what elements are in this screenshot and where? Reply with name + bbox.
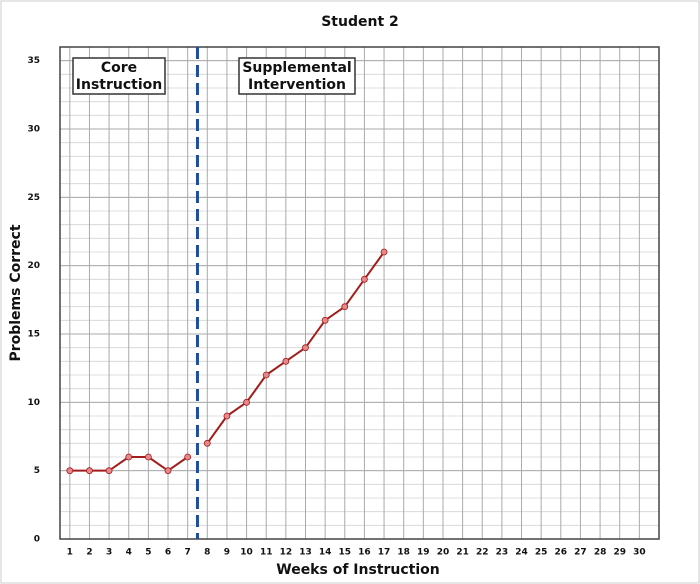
x-tick-label: 8 [204,548,210,558]
x-tick-label: 26 [555,548,568,558]
x-tick-label: 1 [67,548,73,558]
y-tick-label: 25 [27,193,40,203]
phase-label: Intervention [248,77,346,93]
x-tick-label: 3 [106,548,112,558]
y-tick-label: 0 [34,535,40,545]
phase-label-box [238,57,356,95]
plot-border [59,46,660,540]
data-point [341,303,349,311]
y-tick-label: 15 [27,330,40,340]
phase-label: Instruction [76,77,162,93]
data-point [125,453,133,461]
data-point [380,248,388,256]
phase-label: Core [101,60,137,76]
y-axis-label: Problems Correct [8,224,24,361]
x-tick-label: 6 [165,548,171,558]
data-point [262,371,270,379]
x-tick-label: 17 [378,548,391,558]
data-point [282,357,290,365]
x-tick-label: 5 [145,548,151,558]
x-tick-label: 11 [260,548,273,558]
data-point [203,439,211,447]
x-tick-label: 21 [456,548,469,558]
data-point [223,412,231,420]
y-tick-label: 20 [27,261,40,271]
x-tick-label: 12 [280,548,293,558]
x-tick-label: 29 [613,548,626,558]
y-tick-label: 35 [27,56,40,66]
y-tick-label: 30 [27,125,40,135]
x-tick-label: 30 [633,548,646,558]
x-tick-label: 20 [437,548,450,558]
data-line [206,251,385,444]
x-tick-label: 13 [299,548,312,558]
x-tick-label: 24 [515,548,528,558]
phase-label-box [72,57,166,95]
data-point [243,398,250,406]
x-axis-label: Weeks of Instruction [276,562,439,578]
data-point [105,467,113,475]
x-tick-label: 9 [224,548,230,558]
x-tick-label: 7 [185,548,191,558]
x-tick-label: 15 [339,548,352,558]
data-point [302,344,309,352]
y-tick-label: 5 [34,466,40,476]
data-point [164,467,172,475]
x-tick-label: 2 [86,548,92,558]
data-point [321,316,329,324]
data-point [86,467,93,475]
data-point [184,453,192,461]
x-tick-label: 14 [319,548,332,558]
x-tick-label: 28 [594,548,607,558]
data-point [144,453,152,461]
x-tick-label: 27 [574,548,587,558]
phase-label: Supplemental [242,60,351,76]
data-point [66,467,74,475]
x-tick-label: 19 [417,548,430,558]
x-tick-label: 10 [240,548,253,558]
x-tick-label: 25 [535,548,548,558]
y-tick-label: 10 [27,398,40,408]
data-point [361,275,368,283]
x-tick-label: 16 [358,548,371,558]
x-tick-label: 4 [126,548,132,558]
x-tick-label: 18 [397,548,410,558]
x-tick-label: 23 [496,548,509,558]
chart-title: Student 2 [321,14,399,30]
x-tick-label: 22 [476,548,489,558]
